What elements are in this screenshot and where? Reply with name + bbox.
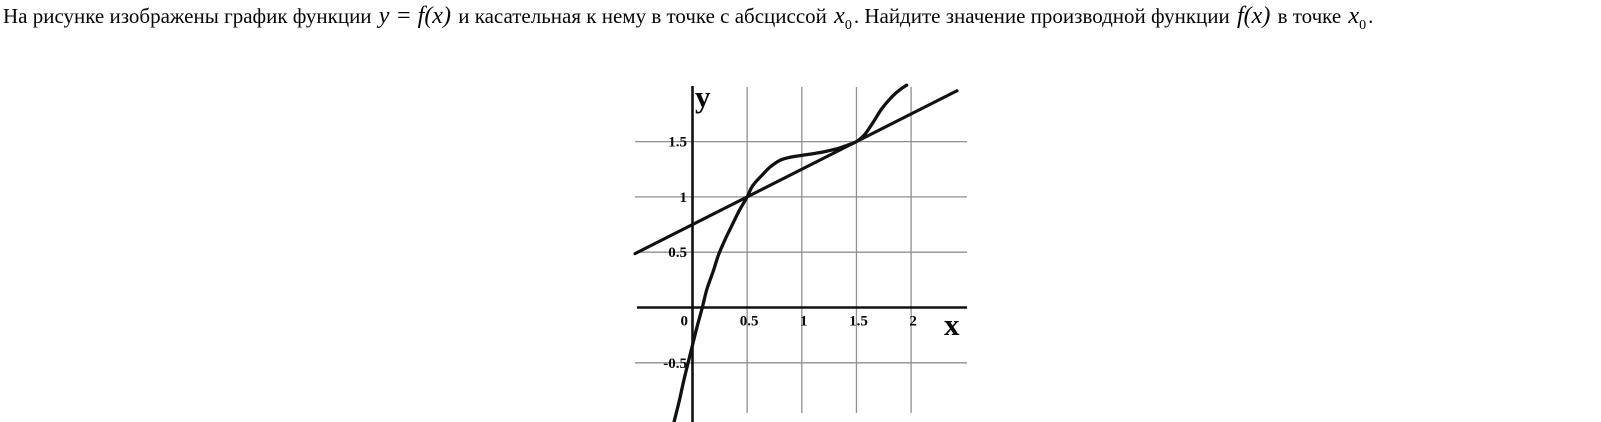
y-tick-label: 1	[680, 190, 688, 206]
x-axis-title: x	[944, 307, 960, 342]
math-expression: x0	[1348, 3, 1367, 33]
question-text-segment: и касательная к нему в точке с абсциссой	[452, 4, 833, 28]
y-tick-label: -0.5	[663, 356, 687, 372]
question-text-segment: в точке	[1272, 4, 1347, 28]
x-tick-label: 1	[800, 314, 808, 330]
x-tick-label: 2	[909, 314, 917, 330]
y-tick-label: 1.5	[668, 135, 687, 151]
math-expression: x0	[834, 3, 852, 33]
origin-label: 0	[681, 314, 689, 330]
y-axis-title: y	[695, 79, 711, 114]
y-tick-label: 0.5	[668, 245, 687, 261]
function-graph: 1.5 1 0.5 -0.5 0.5 1 1.5 2 0 y x	[633, 79, 967, 422]
question-text-segment: На рисунке изображены график функции	[3, 4, 377, 28]
math-expression: y = f(x)	[378, 3, 451, 29]
question-text: На рисунке изображены график функции y =…	[3, 2, 1575, 33]
question-text-segment: .	[1368, 4, 1374, 28]
tangent-line	[633, 89, 959, 256]
function-curve	[672, 83, 909, 422]
x-tick-label: 0.5	[740, 314, 759, 330]
question-text-segment: . Найдите значение производной функции	[853, 4, 1236, 28]
math-expression: f(x)	[1237, 3, 1271, 29]
x-tick-label: 1.5	[849, 314, 868, 330]
